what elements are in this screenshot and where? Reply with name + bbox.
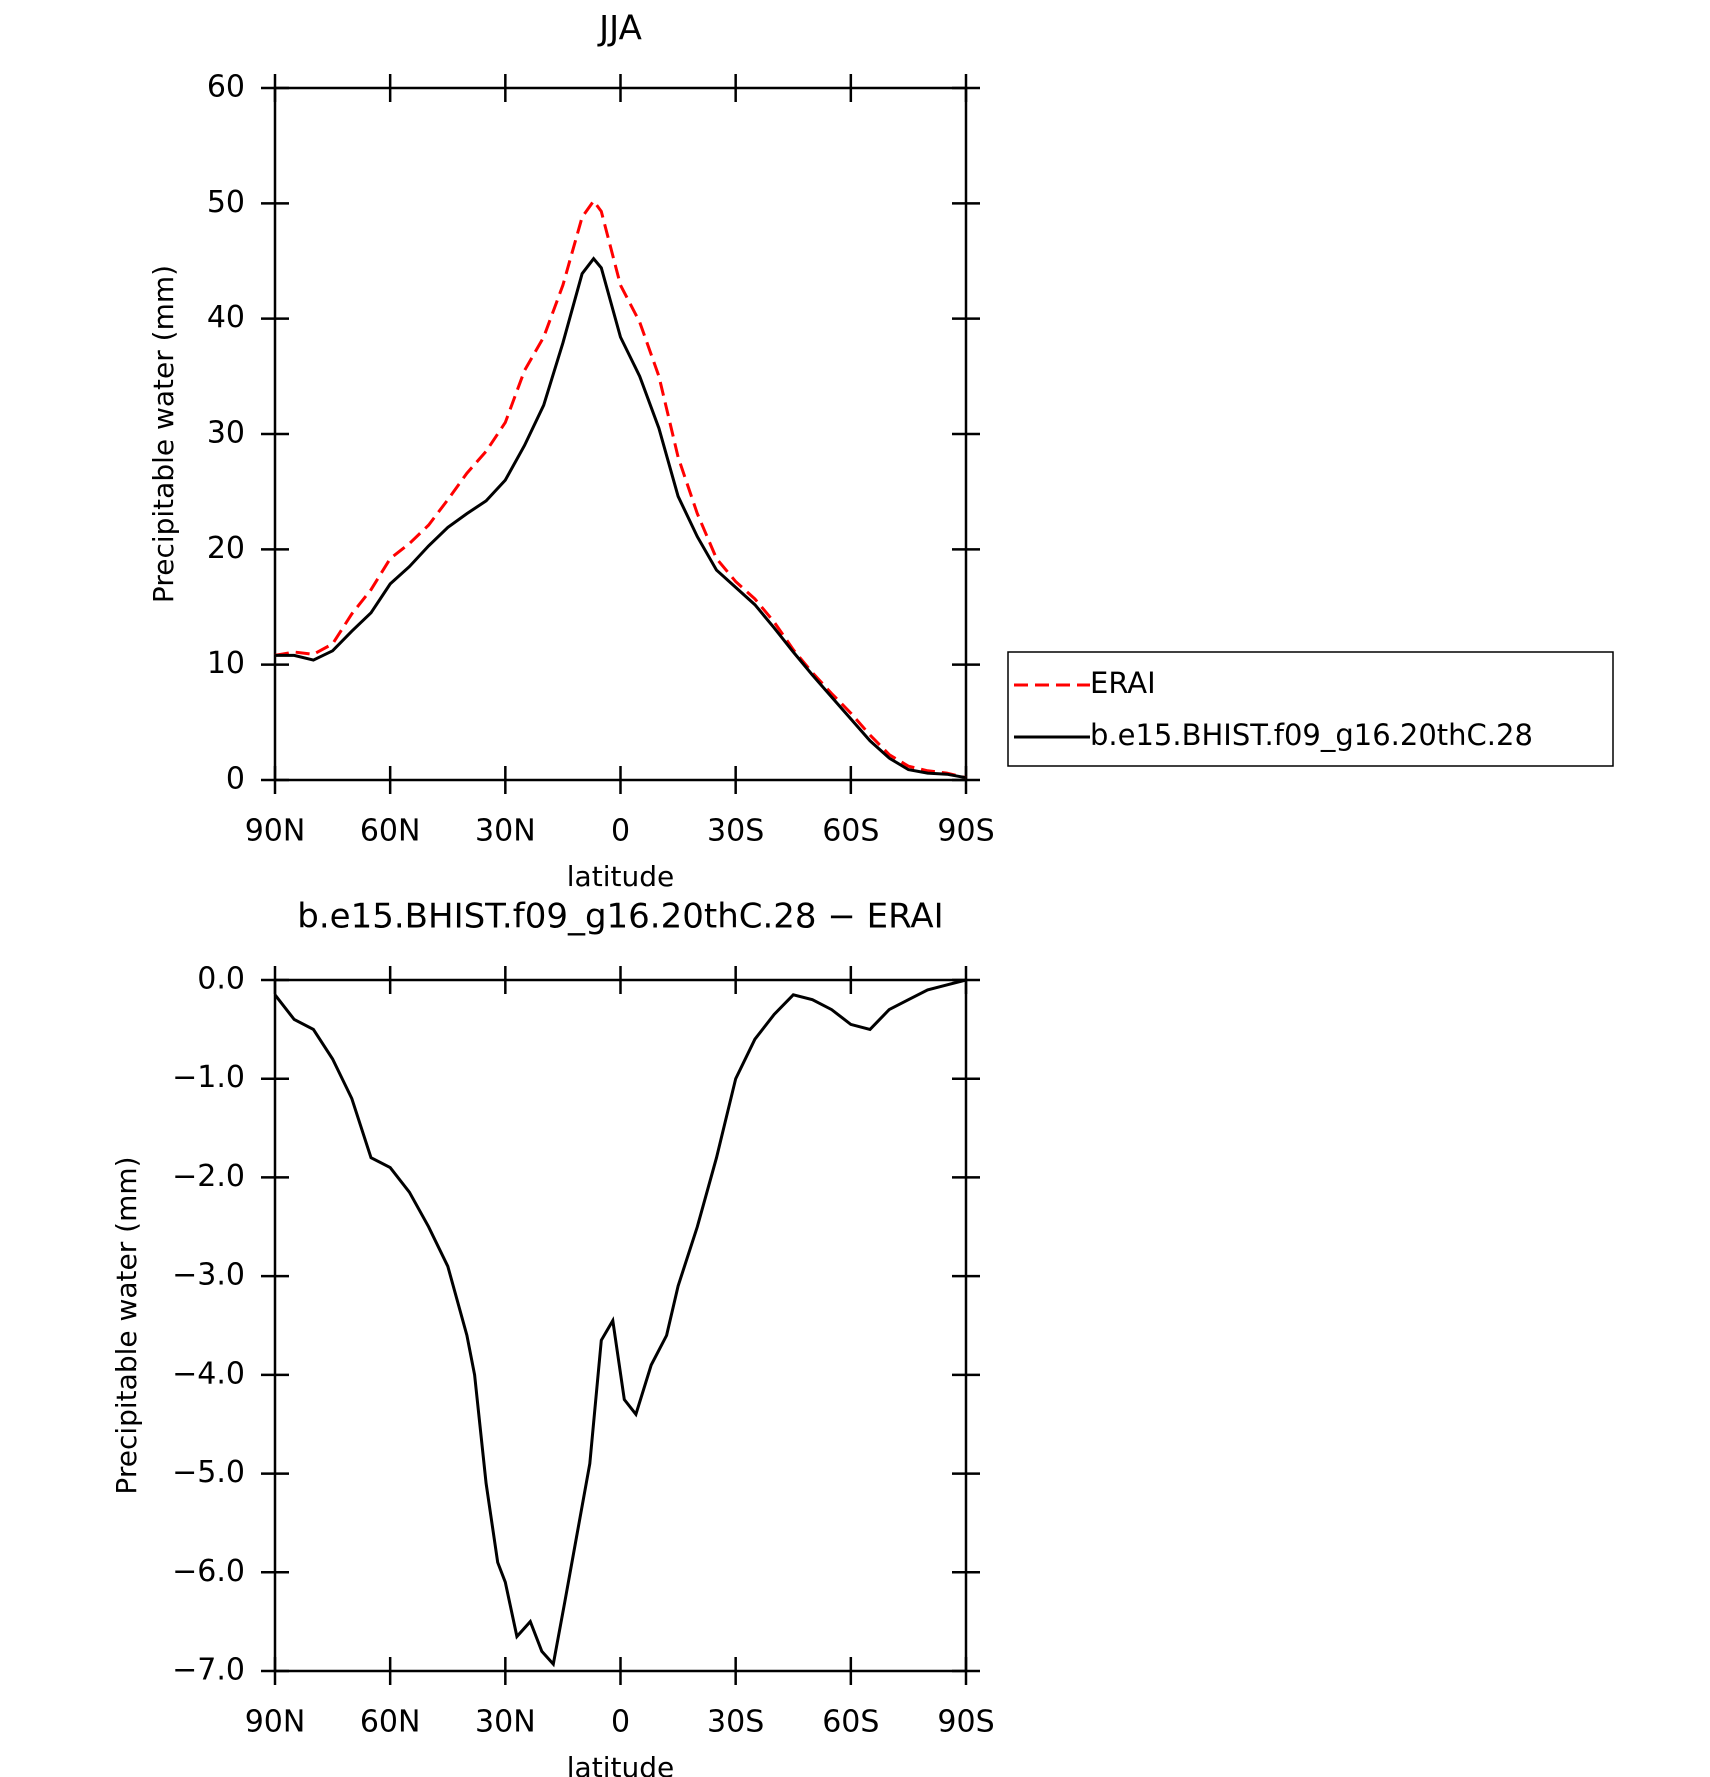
x-tick-label: 30N <box>475 814 536 849</box>
y-tick-label: 30 <box>207 416 245 451</box>
y-tick-label: 60 <box>207 70 245 105</box>
y-axis-title: Precipitable water (mm) <box>110 1156 143 1494</box>
line-series <box>274 198 967 780</box>
y-tick-label: −3.0 <box>172 1258 245 1293</box>
y-tick-label: −7.0 <box>172 1653 245 1688</box>
x-tick-label: 90S <box>937 1705 994 1740</box>
y-tick-label: 10 <box>207 646 245 681</box>
x-tick-label: 90S <box>937 814 994 849</box>
y-tick-label: 0 <box>226 762 245 797</box>
x-tick-label: 60N <box>360 814 421 849</box>
x-axis-title: latitude <box>567 1751 674 1777</box>
x-tick-label: 0 <box>611 1705 630 1740</box>
line-series <box>273 978 967 1668</box>
y-tick-label: −5.0 <box>172 1455 245 1490</box>
chart-title: b.e15.BHIST.f09_g16.20thC.28 − ERAI <box>297 897 943 937</box>
x-tick-label: 30S <box>707 1705 764 1740</box>
legend-label: ERAI <box>1090 666 1156 700</box>
y-tick-label: 40 <box>207 300 245 335</box>
y-tick-label: 0.0 <box>197 962 245 997</box>
x-tick-label: 0 <box>611 814 630 849</box>
x-tick-label: 90N <box>245 814 306 849</box>
legend-box <box>1007 651 1614 767</box>
y-tick-label: −1.0 <box>172 1060 245 1095</box>
x-tick-label: 90N <box>245 1705 306 1740</box>
x-axis-title: latitude <box>567 860 674 893</box>
y-tick-label: −4.0 <box>172 1356 245 1391</box>
legend-label: b.e15.BHIST.f09_g16.20thC.28 <box>1090 718 1533 752</box>
plot-frame <box>273 86 968 782</box>
y-tick-label: −6.0 <box>172 1554 245 1589</box>
x-tick-label: 60N <box>360 1705 421 1740</box>
chart-title: JJA <box>597 9 642 49</box>
y-tick-label: 20 <box>207 531 245 566</box>
y-tick-label: −2.0 <box>172 1159 245 1194</box>
y-tick-label: 50 <box>207 185 245 220</box>
x-tick-label: 30N <box>475 1705 536 1740</box>
y-axis-title: Precipitable water (mm) <box>147 265 180 603</box>
x-tick-label: 60S <box>822 814 879 849</box>
line-series <box>275 256 967 780</box>
x-tick-label: 30S <box>707 814 764 849</box>
x-tick-label: 60S <box>822 1705 879 1740</box>
plot-frame <box>273 978 968 1673</box>
